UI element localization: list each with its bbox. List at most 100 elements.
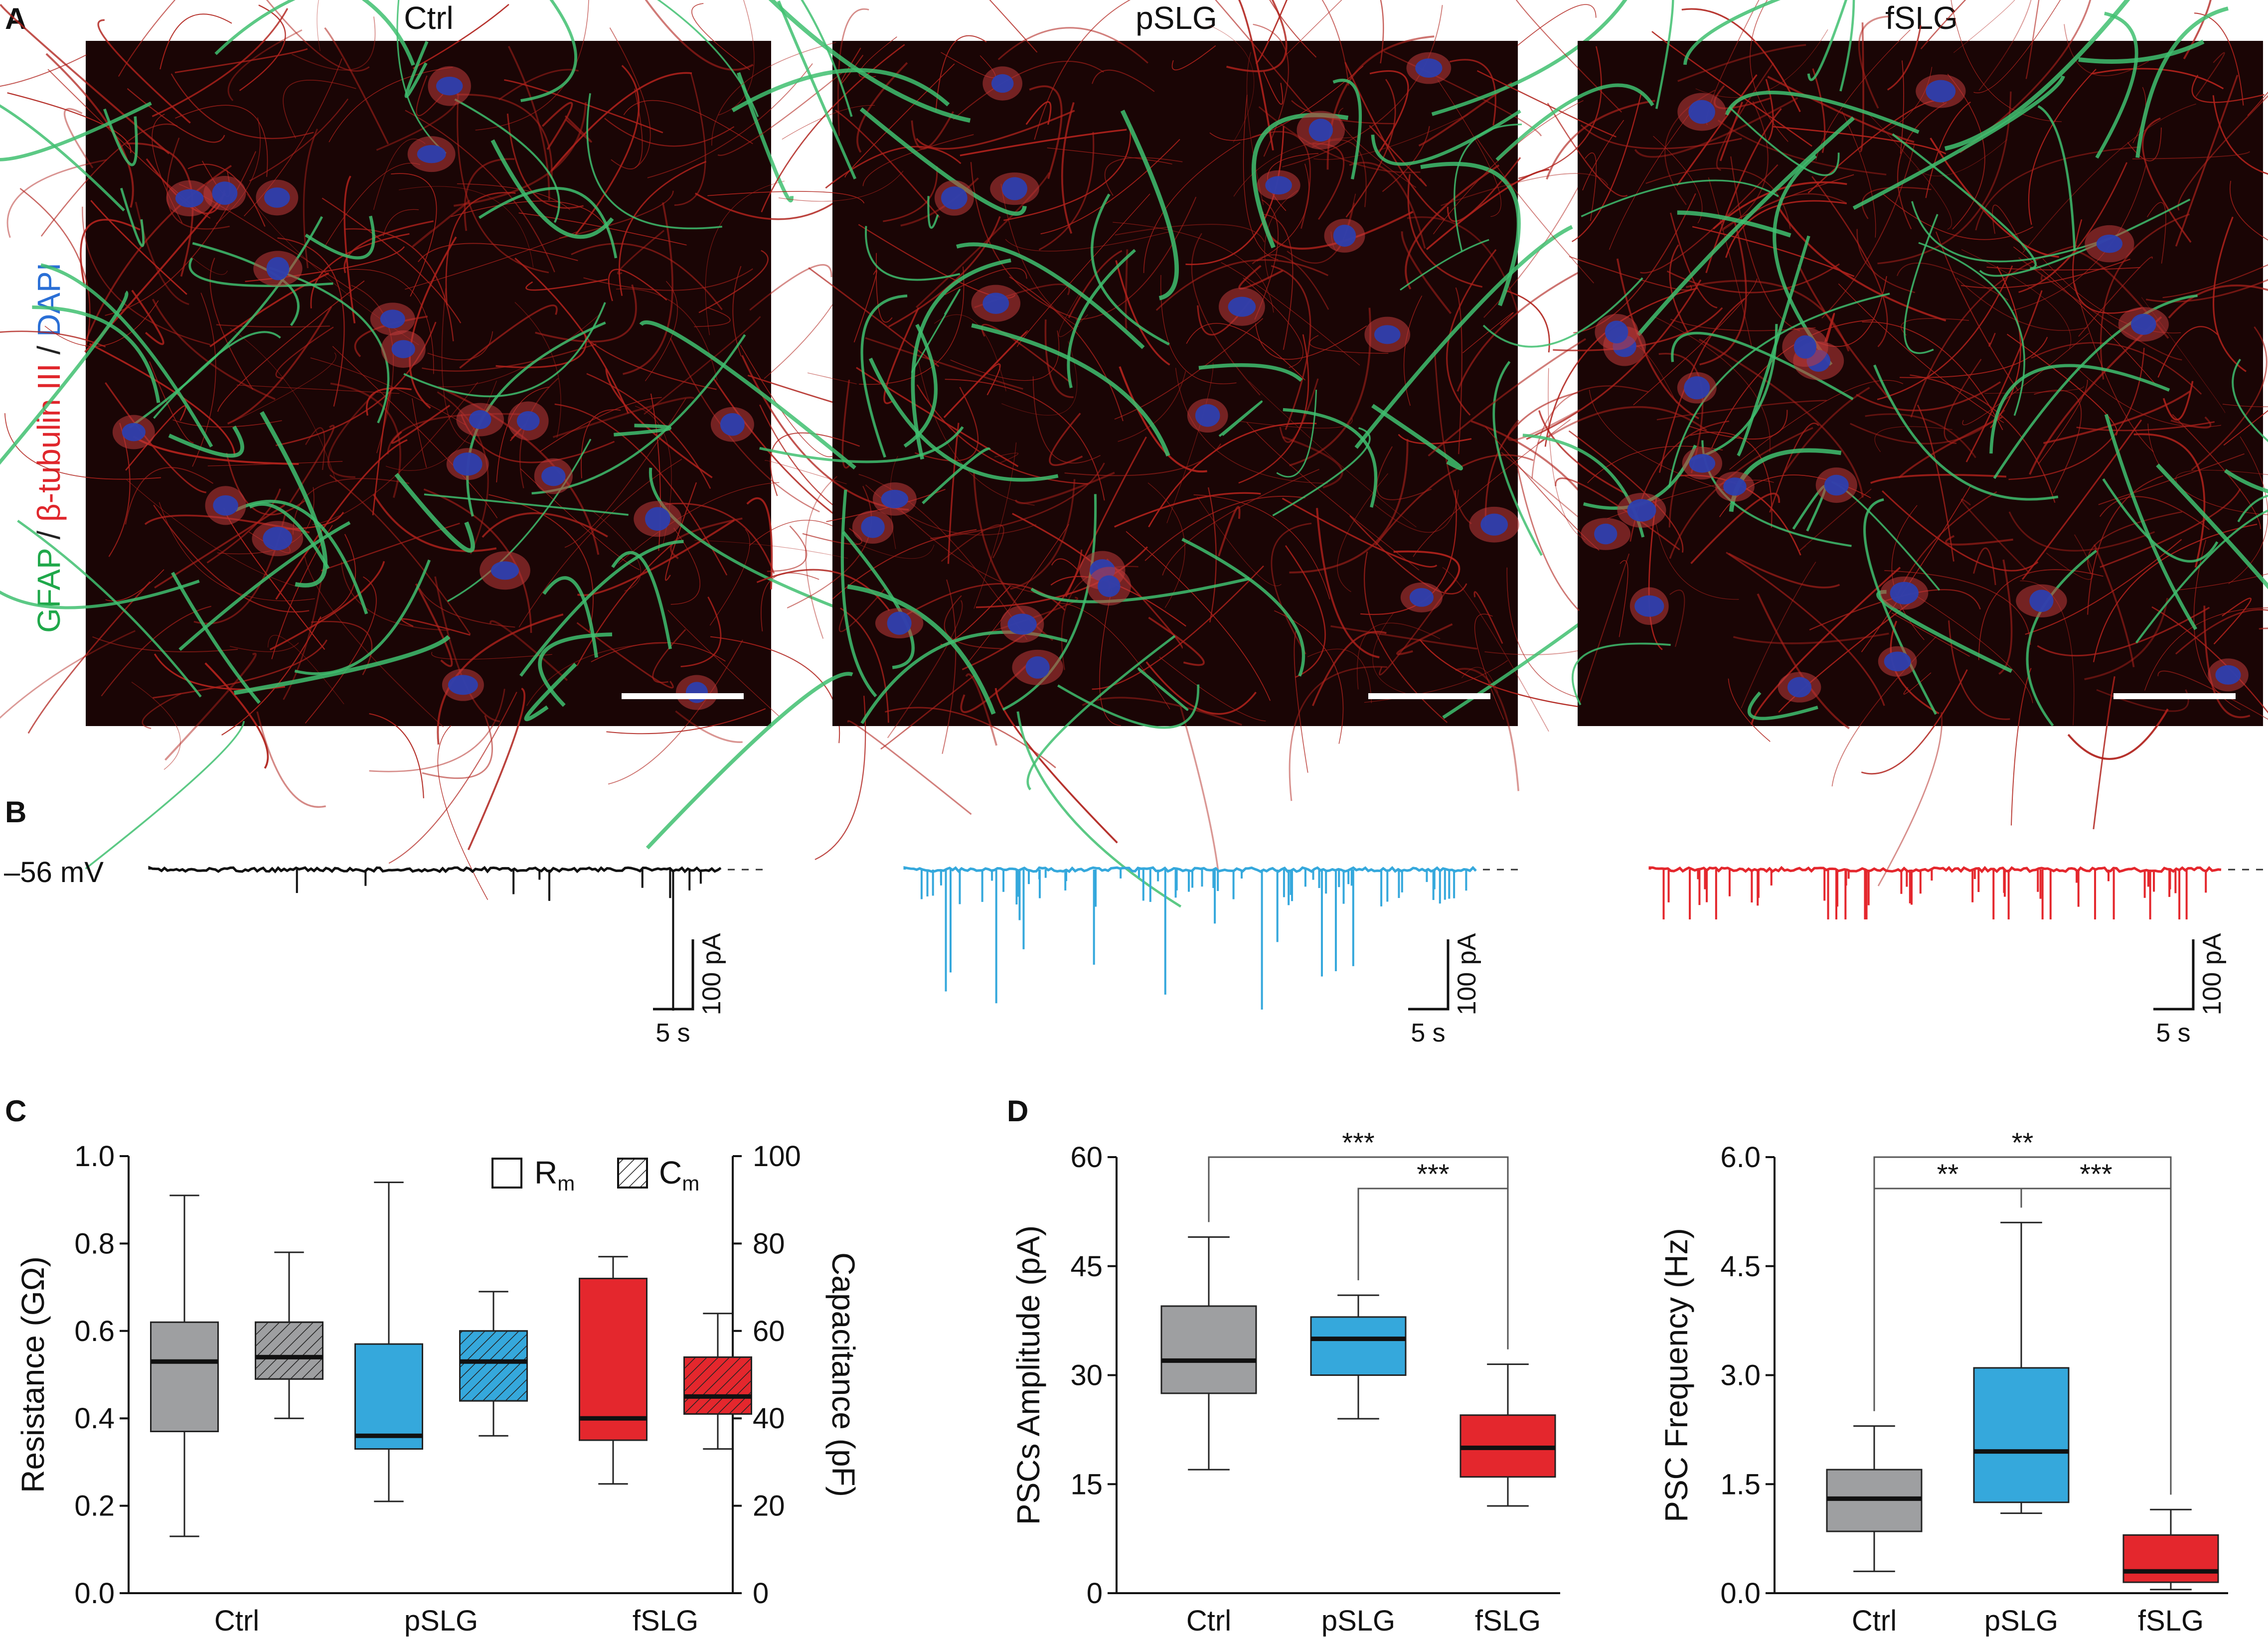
micrograph-title-fslg: fSLG <box>1885 0 1958 36</box>
legend-swatch-cm <box>617 1158 648 1189</box>
significance-bracket: *** <box>2020 1158 2172 1495</box>
neurite <box>1767 76 1915 143</box>
neurite <box>1544 287 1698 447</box>
neurite <box>1507 409 1580 441</box>
box <box>2122 1508 2219 1591</box>
neurite <box>1669 590 1685 647</box>
neurite <box>711 42 836 146</box>
neurite <box>1699 221 1747 366</box>
nucleus <box>1333 224 1356 247</box>
neurite <box>2191 326 2268 471</box>
neurite <box>1462 312 1514 353</box>
neurite <box>405 231 579 290</box>
neurite <box>1897 262 2009 300</box>
neurite <box>1009 276 1124 422</box>
neurite <box>0 630 136 719</box>
neurite <box>457 183 570 210</box>
astrocyte-process <box>614 424 671 437</box>
y-tick-label: 0.6 <box>74 1315 115 1347</box>
nucleus <box>861 516 885 538</box>
neurite <box>1171 45 1216 71</box>
neurite <box>418 243 578 263</box>
y-tick-label: 0 <box>1087 1577 1103 1610</box>
neurite <box>1862 186 1932 219</box>
neurite <box>1330 625 1477 650</box>
significance-label: *** <box>2080 1158 2112 1190</box>
neurite <box>554 403 728 576</box>
neurite <box>170 73 314 140</box>
neurite <box>606 708 766 735</box>
trace-pSLG: 5 s 100 pA <box>903 866 1518 1047</box>
neurite <box>1221 262 1360 366</box>
neurite <box>694 540 848 559</box>
y-axis-label: PSC Frequency (Hz) <box>1658 1228 1694 1522</box>
y2-tick-label: 60 <box>753 1315 785 1347</box>
neurite <box>293 478 410 535</box>
stain-label-part: DAPI <box>31 263 67 337</box>
neurite <box>1338 108 1417 188</box>
astrocyte-process <box>1892 133 2037 270</box>
neurite <box>2168 284 2268 319</box>
nucleus <box>2131 313 2156 335</box>
neurite <box>765 460 847 484</box>
neurite <box>1861 669 1968 775</box>
astrocyte-process <box>1400 239 1489 291</box>
neurite <box>105 382 206 493</box>
neurite <box>858 473 1028 640</box>
trace-scale-time: 5 s <box>1411 1019 1445 1047</box>
neurite <box>709 529 750 626</box>
neurite <box>1446 249 1497 416</box>
neurite <box>1677 44 1806 82</box>
y2-tick-label: 100 <box>753 1140 801 1173</box>
neurite <box>90 200 187 295</box>
neurite <box>1034 0 1131 140</box>
neurite <box>0 330 106 348</box>
neurite <box>1003 124 1131 221</box>
neurite <box>504 79 663 134</box>
astrocyte-process <box>1181 538 1305 677</box>
neurite <box>1569 256 1692 291</box>
astrocyte-process <box>1091 193 1170 346</box>
neurite <box>707 191 865 204</box>
stain-label-part: GFAP <box>31 548 67 633</box>
neurite <box>416 75 444 117</box>
neurite <box>1255 323 1367 360</box>
neurite <box>437 725 488 900</box>
neurite <box>647 63 813 178</box>
neurite <box>1726 552 1885 706</box>
neurite <box>1344 62 1445 220</box>
nucleus <box>1890 582 1919 604</box>
y-axis-label: PSCs Amplitude (pA) <box>1010 1225 1046 1525</box>
neurite <box>277 237 345 407</box>
neurite <box>422 715 493 779</box>
neurite <box>2038 379 2088 464</box>
astrocyte-process <box>1944 0 2130 151</box>
neurite <box>63 108 94 168</box>
neurite <box>1751 567 1901 725</box>
astrocyte-process <box>404 41 429 98</box>
neurite <box>126 143 194 277</box>
neurite <box>1717 120 1887 175</box>
astrocyte-process <box>1876 590 2013 673</box>
neurite <box>2222 404 2268 407</box>
neurite <box>844 63 955 177</box>
neurite <box>1666 263 1840 294</box>
neurite <box>1910 374 2056 503</box>
nucleus <box>720 413 745 436</box>
neurite <box>1587 446 1723 483</box>
astrocyte-process <box>168 425 244 458</box>
neurite <box>457 94 553 179</box>
neurite <box>275 439 408 600</box>
y-tick-label: 6.0 <box>1720 1141 1761 1174</box>
neurite <box>2093 544 2135 668</box>
neurite <box>808 372 857 385</box>
significance-label: *** <box>1417 1158 1449 1190</box>
box-iqr <box>150 1321 219 1433</box>
neurite <box>249 98 349 182</box>
astrocyte-process <box>1655 0 1674 109</box>
chart-psc-amplitude: 0 15 30 45 60 PSCs Amplitude (pA) Ctrl pSLG fSLG… <box>1010 1127 1560 1637</box>
astrocyte-process <box>736 72 794 203</box>
neurite <box>1912 593 2033 704</box>
astrocyte-process <box>1057 684 1200 729</box>
y-tick-label: 3.0 <box>1720 1359 1761 1392</box>
